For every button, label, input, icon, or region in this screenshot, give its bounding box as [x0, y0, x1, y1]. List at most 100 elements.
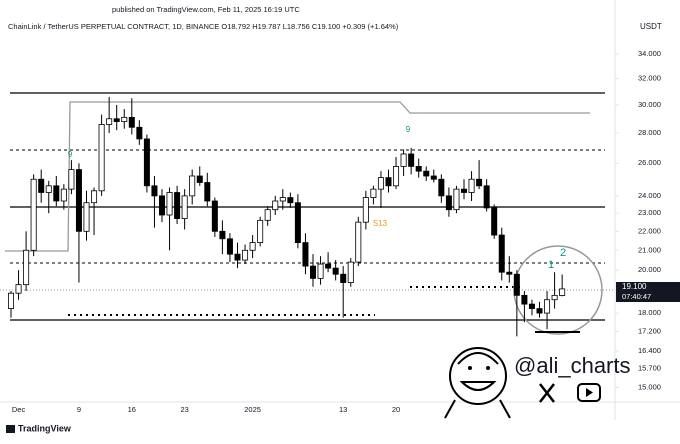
youtube-play	[586, 388, 593, 397]
candle-body	[45, 185, 52, 193]
candle-body	[174, 192, 181, 219]
candle-body	[249, 242, 256, 251]
candle-body	[219, 230, 226, 240]
candle-body	[211, 200, 218, 232]
candle-body	[460, 188, 467, 193]
x-tick-label: 13	[339, 405, 347, 414]
annotation: 9	[406, 125, 411, 134]
candle-body	[355, 221, 362, 263]
candle-body	[166, 192, 173, 216]
y-tick-label: 15.700	[638, 364, 661, 373]
candle-body	[453, 188, 460, 211]
x-tick-label: 23	[180, 405, 188, 414]
plot: 34.000 32.000 30.000 28.000 26.000 24.000 23.0…	[7, 49, 661, 414]
candle-body	[83, 202, 90, 232]
candle-body	[113, 118, 120, 122]
x-tick-label: 20	[392, 405, 400, 414]
candle-body	[544, 299, 551, 314]
candle-body	[400, 153, 407, 167]
candle-body	[430, 175, 437, 180]
candle-body	[491, 207, 498, 236]
candle-body	[279, 197, 286, 202]
candle-body	[309, 265, 316, 279]
candle-body	[377, 177, 384, 190]
candle-body	[272, 200, 279, 211]
candle-body	[23, 249, 30, 286]
candle-body	[445, 195, 452, 211]
candle-body	[513, 273, 520, 296]
candle-body	[128, 116, 135, 128]
watermark-handle: @ali_charts	[514, 353, 631, 378]
candle-body	[393, 166, 400, 187]
candle-body	[68, 169, 75, 190]
candle-body	[506, 271, 513, 275]
price-label-box	[616, 282, 680, 302]
candle-body	[264, 209, 271, 221]
candle-body	[528, 303, 535, 309]
candle-body	[60, 188, 67, 202]
y-tick-label: 26.000	[638, 158, 661, 167]
y-tick-label: 30.000	[638, 100, 661, 109]
candle-body	[196, 175, 203, 183]
y-tick-label: 20.000	[638, 265, 661, 274]
candle-body	[151, 185, 158, 197]
x-tick-label: 9	[77, 405, 81, 414]
candle-body	[559, 288, 566, 296]
candle-body	[362, 197, 369, 223]
y-tick-label: 23.000	[638, 208, 661, 217]
candle-body	[106, 118, 113, 125]
annotation: 9	[68, 150, 73, 159]
candle-body	[98, 124, 105, 192]
trailing-line	[5, 101, 590, 252]
candle-body	[136, 126, 143, 140]
candle-body	[415, 166, 422, 172]
candle-body	[347, 261, 354, 283]
candle-body	[158, 195, 165, 216]
y-tick-label: 32.000	[638, 74, 661, 83]
y-tick-label: 22.000	[638, 226, 661, 235]
candle-body	[121, 116, 128, 122]
y-tick-label: 17.200	[638, 327, 661, 336]
candle-body	[332, 267, 339, 275]
candle-body	[385, 177, 392, 187]
candle-body	[242, 249, 249, 261]
y-tick-label: 16.400	[638, 346, 661, 355]
candle-body	[234, 253, 241, 261]
y-tick-label: 21.000	[638, 245, 661, 254]
candle-body	[302, 242, 309, 267]
candle-body	[226, 238, 233, 255]
candle-body	[53, 185, 60, 202]
candle-body	[498, 234, 505, 273]
y-tick-label: 24.000	[638, 191, 661, 200]
annotation: 2	[560, 247, 566, 259]
countdown: 07:40:47	[622, 292, 651, 301]
candle-body	[325, 263, 332, 269]
candle-body	[30, 178, 37, 251]
currency: USDT	[640, 22, 662, 31]
x-tick-label: Dec	[12, 405, 26, 414]
candle-body	[476, 178, 483, 187]
y-tick-label: 15.000	[638, 382, 661, 391]
candle-body	[91, 190, 98, 204]
candle-body	[204, 182, 211, 202]
last-price: 19.100	[622, 282, 647, 291]
candle-body	[551, 294, 558, 301]
annotation: S13	[373, 219, 388, 228]
candle-body	[38, 178, 45, 193]
candle-body	[287, 197, 294, 204]
annotation: 1	[548, 259, 554, 271]
candle-body	[468, 178, 475, 193]
candle-body	[521, 294, 528, 305]
footer-logo	[6, 425, 15, 433]
youtube-icon	[577, 383, 601, 402]
candle-body	[181, 195, 188, 219]
candle-body	[317, 263, 324, 279]
candle-body	[536, 308, 543, 314]
y-tick-label: 28.000	[638, 128, 661, 137]
x-icon	[539, 383, 555, 403]
x-tick-label: 2025	[244, 405, 261, 414]
published-note: published on TradingView.com, Feb 11, 20…	[112, 5, 300, 14]
avatar	[444, 347, 511, 419]
